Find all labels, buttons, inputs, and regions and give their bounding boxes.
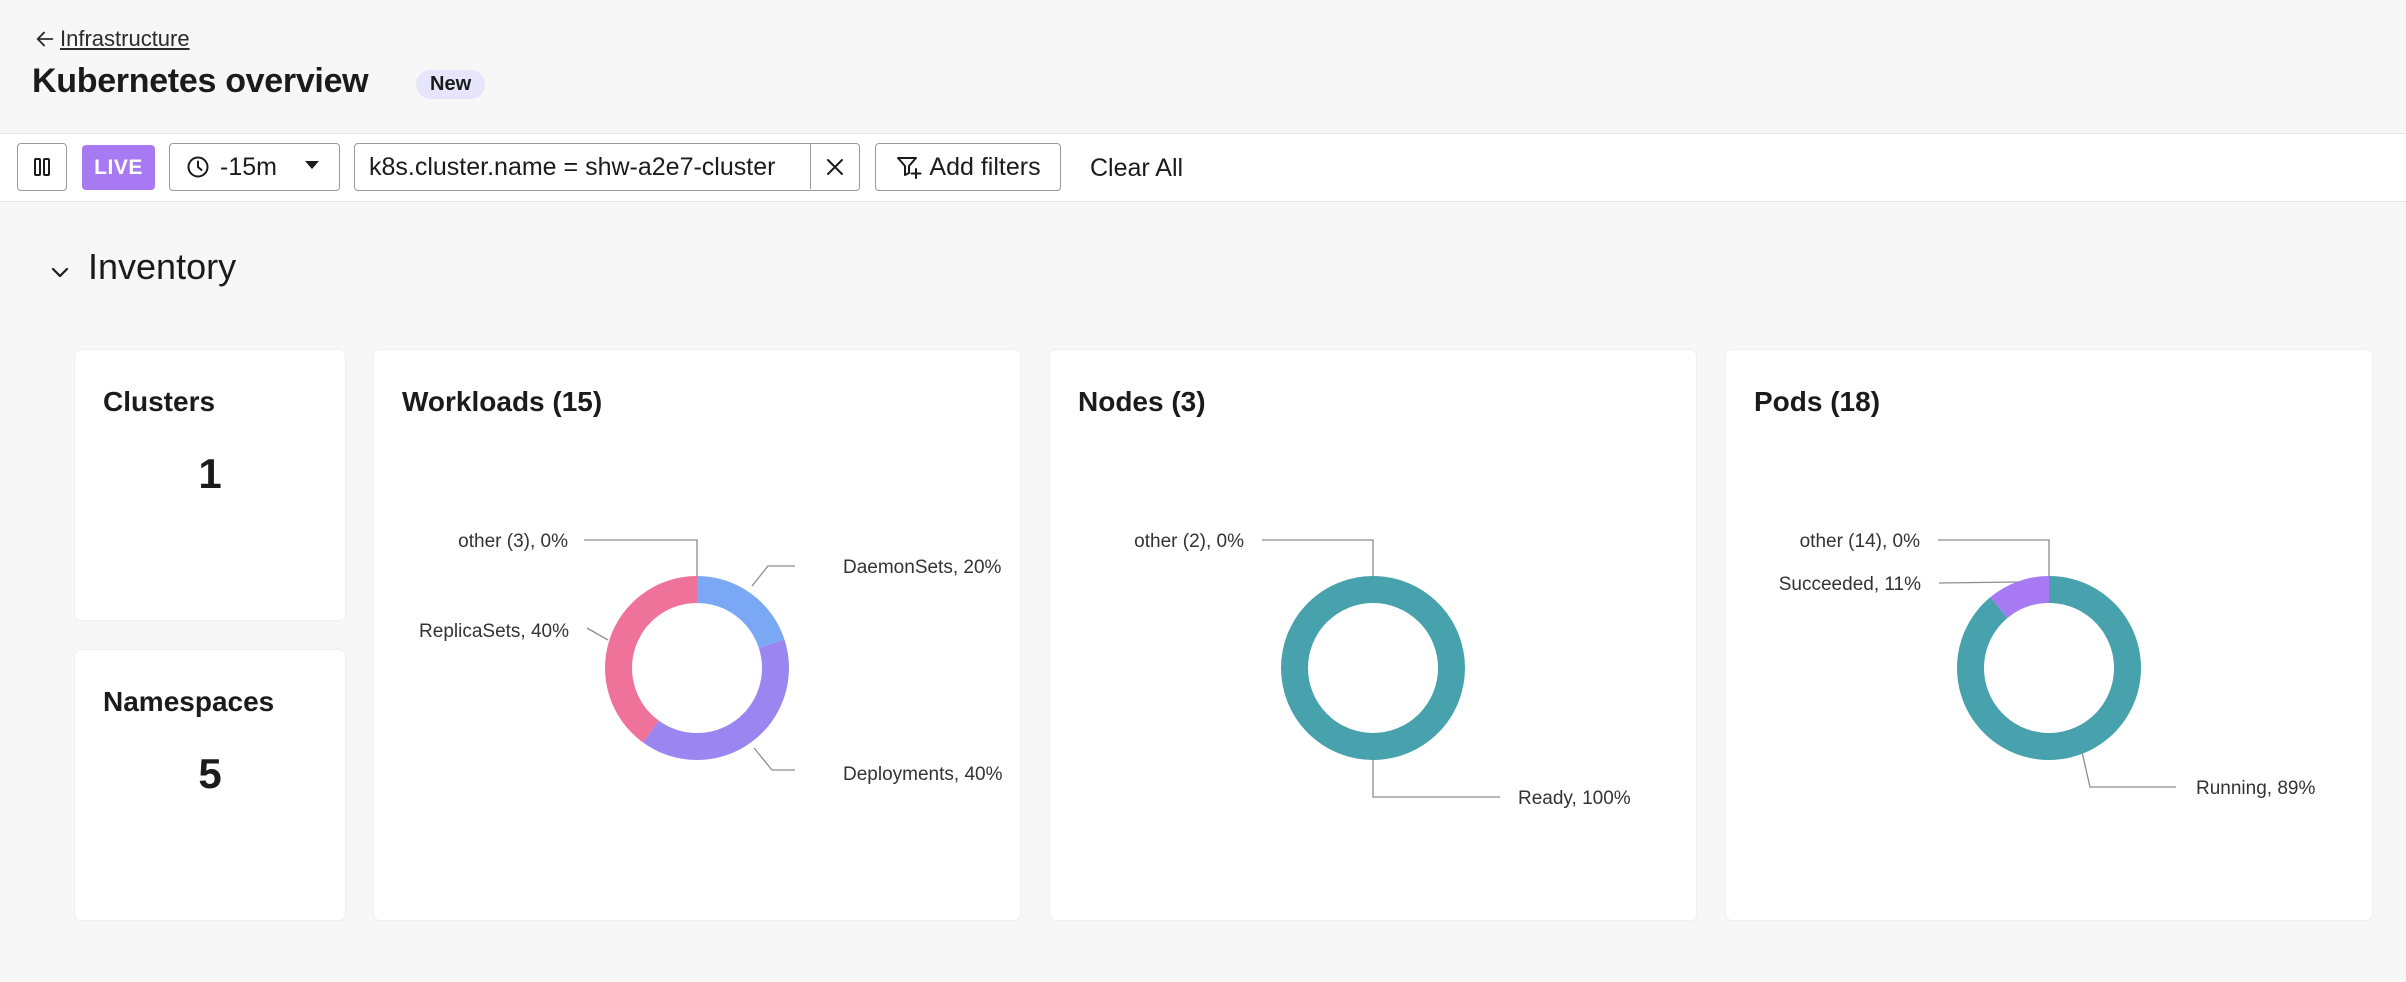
pause-icon — [34, 158, 50, 176]
chevron-down-icon[interactable] — [48, 260, 72, 284]
inventory-section-header[interactable]: Inventory — [48, 246, 236, 288]
donut-slice-running[interactable] — [1957, 576, 2141, 760]
slice-label-replicasets: ReplicaSets, 40% — [419, 621, 569, 642]
workloads-card: Workloads (15) other (3), 0% DaemonSets,… — [374, 350, 1020, 920]
clear-all-button[interactable]: Clear All — [1090, 154, 1184, 182]
time-range-value: -15m — [220, 152, 277, 181]
workloads-title: Workloads (15) — [402, 386, 603, 417]
nodes-donut — [1281, 576, 1465, 760]
leader-line — [584, 539, 698, 576]
back-link[interactable]: Infrastructure — [34, 26, 190, 52]
namespaces-title: Namespaces — [103, 686, 275, 717]
leader-line — [1372, 760, 1500, 798]
time-range-picker[interactable]: -15m — [169, 143, 340, 191]
pods-donut — [1957, 576, 2141, 760]
slice-label-running: Running, 89% — [2196, 778, 2315, 799]
slice-label-other: other (14), 0% — [1800, 531, 1920, 552]
slice-label-deployments: Deployments, 40% — [843, 764, 1003, 785]
filter-add-icon — [897, 157, 922, 179]
nodes-donut-chart: other (2), 0% Ready, 100% — [1134, 531, 1631, 809]
slice-label-other: other (3), 0% — [458, 531, 568, 552]
pods-donut-chart: other (14), 0% Succeeded, 11% Running, 8… — [1779, 531, 2316, 799]
filter-chip-divider — [809, 144, 811, 189]
workloads-donut — [605, 576, 789, 760]
donut-slice-daemonsets[interactable] — [697, 576, 785, 648]
donut-slice-succeeded[interactable] — [1990, 576, 2049, 618]
pause-button[interactable] — [17, 143, 67, 191]
close-icon[interactable] — [823, 155, 847, 179]
slice-label-ready: Ready, 100% — [1518, 788, 1631, 809]
nodes-card: Nodes (3) other (2), 0% Ready, 100% — [1050, 350, 1696, 920]
leader-line — [1938, 539, 2050, 576]
donut-slice-deployments[interactable] — [642, 639, 789, 760]
filter-chip-label: k8s.cluster.name = shw-a2e7-cluster — [369, 152, 776, 181]
leader-line — [753, 747, 795, 771]
namespaces-count: 5 — [198, 750, 222, 797]
filter-toolbar: LIVE -15m k8s.cluster.name = shw-a2e7-cl… — [0, 133, 2406, 202]
clock-icon — [187, 156, 209, 178]
leader-line — [1262, 539, 1374, 576]
namespaces-card: Namespaces 5 — [75, 650, 345, 920]
clusters-count: 1 — [198, 450, 222, 497]
arrow-left-icon — [36, 31, 54, 47]
add-filters-button[interactable]: Add filters — [875, 143, 1061, 191]
slice-label-succeeded: Succeeded, 11% — [1779, 574, 1921, 595]
section-title: Inventory — [88, 246, 237, 287]
leader-line — [1938, 581, 2019, 584]
caret-down-icon — [305, 161, 319, 169]
live-badge[interactable]: LIVE — [82, 145, 155, 190]
pods-title: Pods (18) — [1754, 386, 1881, 417]
leader-line — [751, 565, 795, 587]
slice-label-other: other (2), 0% — [1134, 531, 1244, 552]
slice-label-daemonsets: DaemonSets, 20% — [843, 557, 1002, 578]
donut-slice-ready[interactable] — [1281, 576, 1465, 760]
nodes-title: Nodes (3) — [1078, 386, 1206, 417]
filter-chip[interactable]: k8s.cluster.name = shw-a2e7-cluster — [354, 143, 860, 191]
page-header: Infrastructure Kubernetes overview New — [0, 0, 2406, 133]
donut-slice-replicasets[interactable] — [605, 576, 697, 743]
clusters-card: Clusters 1 — [75, 350, 345, 620]
page-title: Kubernetes overview — [32, 62, 369, 100]
workloads-donut-chart: other (3), 0% DaemonSets, 20% ReplicaSet… — [419, 531, 1003, 785]
leader-line — [2081, 751, 2176, 788]
new-badge: New — [416, 70, 486, 99]
add-filters-label: Add filters — [929, 152, 1041, 181]
leader-line — [586, 627, 609, 641]
back-link-label[interactable]: Infrastructure — [60, 26, 190, 51]
clusters-title: Clusters — [103, 386, 216, 417]
pods-card: Pods (18) other (14), 0% Succeeded, 11% … — [1726, 350, 2372, 920]
